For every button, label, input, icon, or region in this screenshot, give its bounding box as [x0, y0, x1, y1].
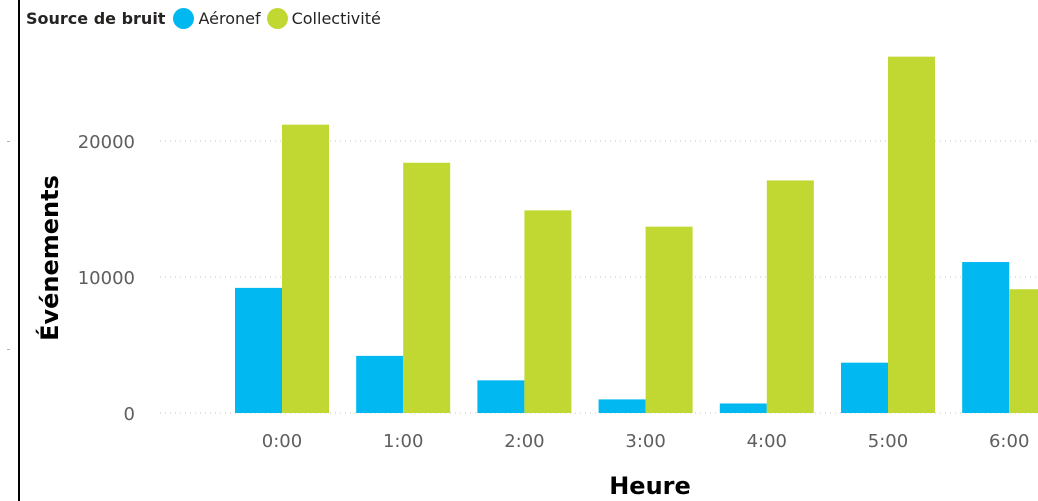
legend-swatch-aeronef [173, 7, 195, 29]
bar-collectivite-5[interactable] [888, 56, 935, 414]
bar-collectivite-2[interactable] [524, 210, 572, 413]
legend-label-collectivite: Collectivité [291, 8, 381, 28]
bar-collectivite-0[interactable] [282, 124, 329, 414]
x-tick-label: 1:00 [383, 431, 423, 452]
bar-aeronef-2[interactable] [477, 380, 525, 413]
frame-border [18, 0, 20, 501]
y-axis-label: Événements [35, 175, 64, 341]
bars [235, 56, 1038, 414]
bar-aeronef-4[interactable] [719, 403, 767, 413]
x-tick-label: 2:00 [504, 431, 544, 452]
y-axis-ticks: 0 10000 20000 [78, 132, 135, 425]
legend-item-collectivite[interactable]: Collectivité [266, 7, 381, 29]
side-tick-mark [7, 349, 10, 350]
side-tick-mark [7, 141, 10, 142]
x-tick-label: 4:00 [747, 431, 787, 452]
y-tick-label: 10000 [78, 268, 135, 289]
bar-collectivite-1[interactable] [403, 162, 451, 413]
x-tick-label: 3:00 [625, 431, 665, 452]
x-axis-label: Heure [609, 472, 691, 500]
x-axis-ticks: 0:00 1:00 2:00 3:00 4:00 5:00 6:00 [262, 431, 1030, 452]
y-tick-label: 0 [124, 404, 135, 425]
legend-item-aeronef[interactable]: Aéronef [173, 7, 261, 29]
x-tick-label: 6:00 [989, 431, 1029, 452]
y-tick-label: 20000 [78, 132, 135, 153]
bar-collectivite-3[interactable] [645, 226, 693, 413]
legend-swatch-collectivite [266, 7, 288, 29]
bar-aeronef-5[interactable] [841, 362, 888, 413]
legend-label-aeronef: Aéronef [198, 8, 261, 28]
bar-aeronef-6[interactable] [962, 262, 1010, 413]
bar-aeronef-1[interactable] [356, 355, 404, 413]
x-tick-label: 0:00 [262, 431, 302, 452]
legend-title: Source de bruit [26, 8, 166, 28]
bar-collectivite-6[interactable] [1009, 289, 1038, 413]
legend: Source de bruit Aéronef Collectivité [26, 5, 387, 31]
bar-aeronef-0[interactable] [235, 287, 282, 413]
bar-aeronef-3[interactable] [598, 399, 646, 413]
x-tick-label: 5:00 [868, 431, 908, 452]
bar-collectivite-4[interactable] [766, 180, 814, 413]
